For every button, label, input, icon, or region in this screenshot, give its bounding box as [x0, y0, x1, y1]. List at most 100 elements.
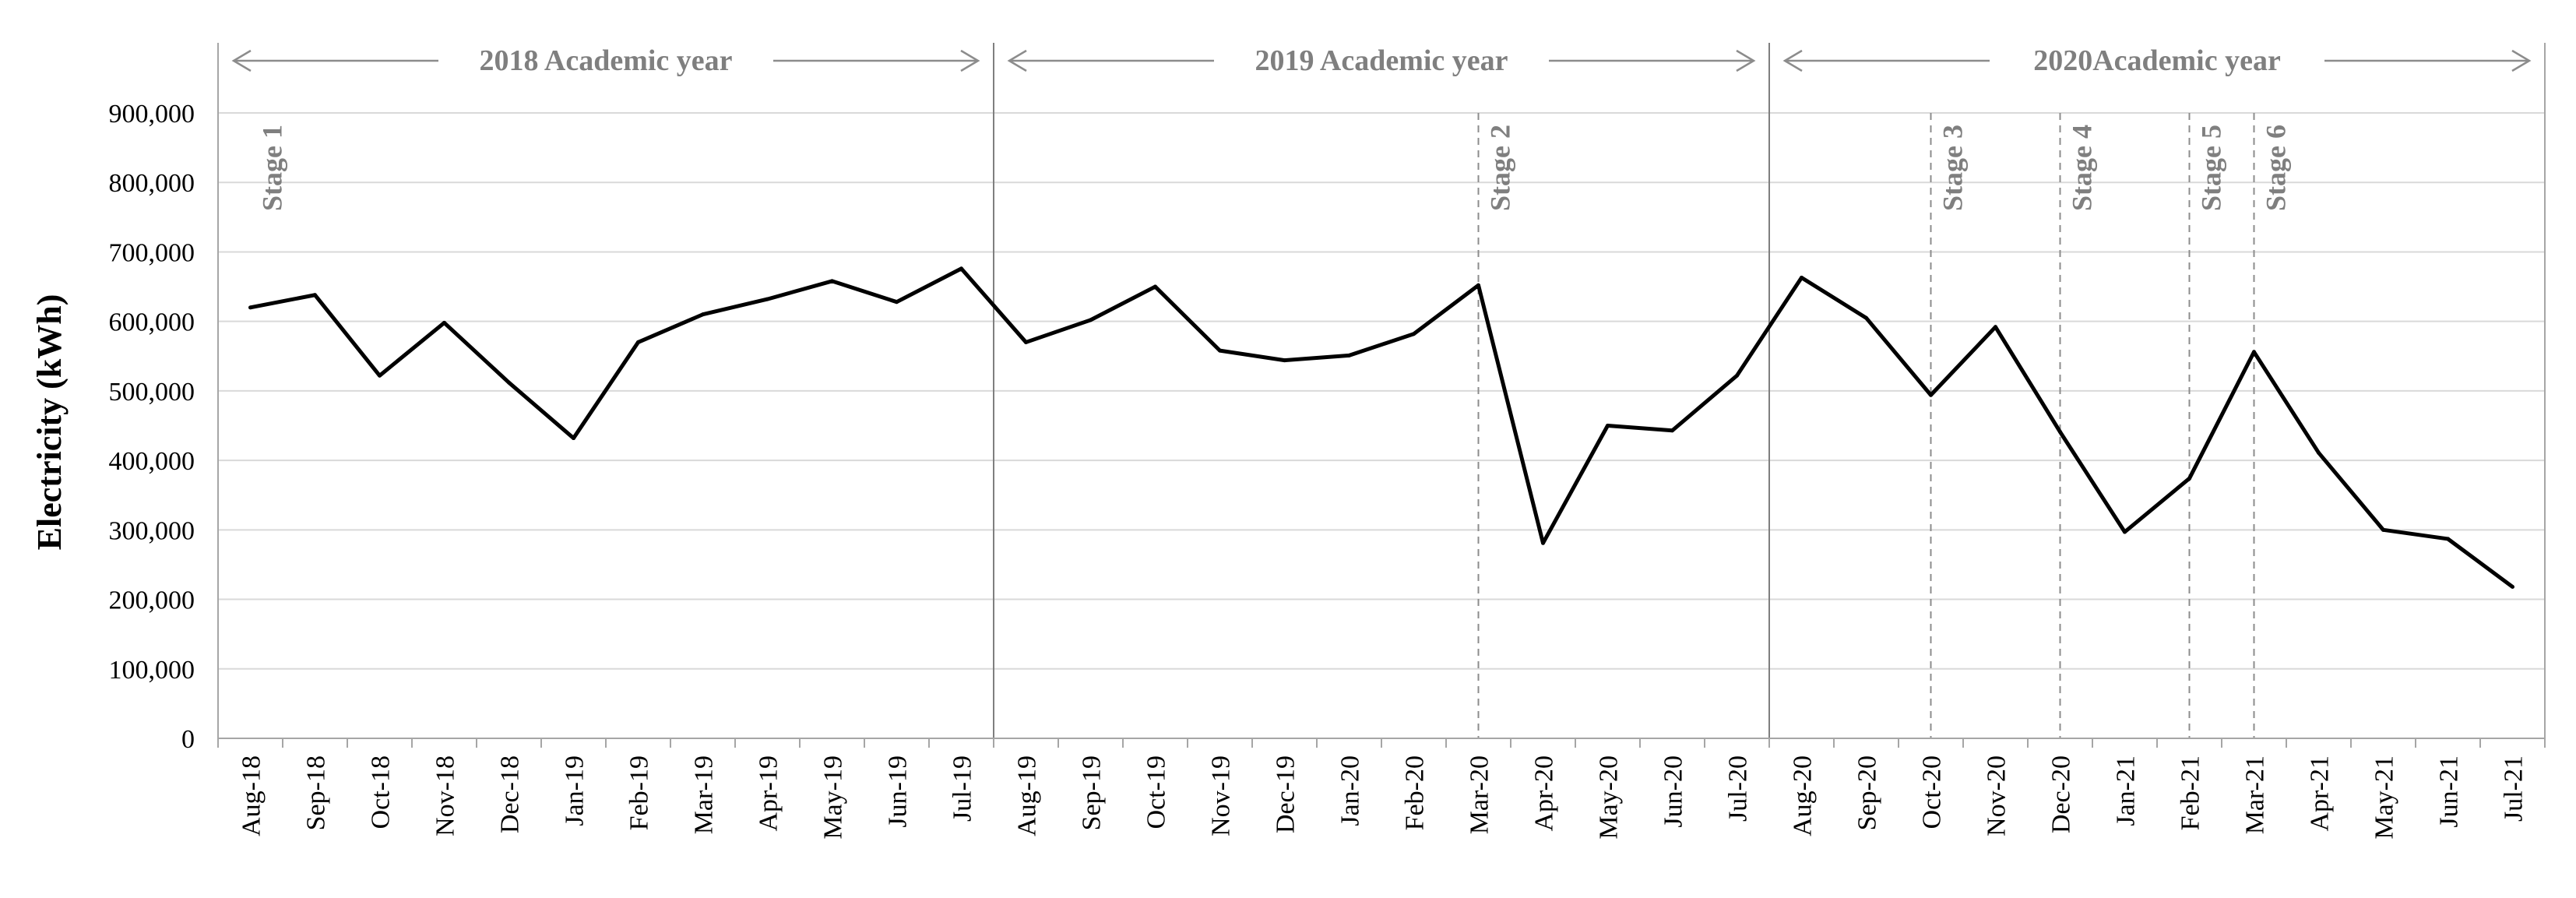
stage-label: Stage 3 [1937, 125, 1969, 211]
y-tick-label: 600,000 [109, 308, 195, 337]
x-tick-label: Feb-19 [625, 755, 654, 830]
x-tick-label: Dec-18 [496, 755, 525, 833]
x-tick-label: Jan-21 [2112, 755, 2141, 826]
x-tick-label: Mar-20 [1466, 755, 1494, 834]
x-tick-label: Apr-21 [2306, 755, 2335, 832]
x-tick-label: Jun-20 [1659, 755, 1688, 828]
y-tick-label: 800,000 [109, 169, 195, 198]
y-tick-labels: 0 100,000 200,000 300,000 400,000 500,000 600,… [109, 100, 195, 754]
year-arrowhead-right [960, 49, 980, 72]
data-point [378, 373, 382, 378]
data-point [1929, 393, 1933, 397]
data-point [2446, 537, 2450, 541]
x-tick-label: Oct-18 [367, 755, 396, 829]
stage-label: Stage 5 [2196, 125, 2227, 211]
data-point [1670, 428, 1674, 433]
x-tick-label: Jul-20 [1724, 755, 1753, 822]
data-point [1283, 358, 1286, 363]
data-point [830, 279, 834, 283]
y-axis-label: Electricity (kWh) [30, 294, 69, 551]
x-tick-label: Nov-20 [1983, 755, 2011, 836]
y-tick-label: 700,000 [109, 238, 195, 267]
x-tick-label: Apr-19 [755, 755, 783, 832]
x-tick-label: Sep-20 [1853, 755, 1882, 830]
y-tick-label: 300,000 [109, 516, 195, 545]
x-tick-label: Mar-19 [690, 755, 719, 834]
data-point [572, 436, 575, 441]
data-point [1153, 284, 1157, 289]
year-arrowhead-left [231, 49, 252, 72]
x-tick-label: Dec-19 [1272, 755, 1300, 833]
x-tick-label: Jan-20 [1336, 755, 1365, 826]
x-tick-label: Jun-19 [884, 755, 913, 828]
x-tick-label: Aug-19 [1013, 755, 1042, 836]
data-point [1735, 373, 1739, 378]
y-tick-label: 0 [181, 725, 195, 754]
stage-label: Stage 1 [257, 125, 288, 211]
x-tick-label: Aug-18 [238, 755, 266, 836]
data-point [2252, 350, 2256, 354]
year-arrowhead-right [2511, 49, 2532, 72]
x-tick-label: Oct-20 [1918, 755, 1947, 829]
academic-year-annotations: 2018 Academic year 2019 Academic year 2020… [231, 44, 2532, 77]
data-point [636, 340, 640, 344]
x-tick-label: Sep-19 [1078, 755, 1107, 830]
x-tick-label: Jan-19 [561, 755, 589, 826]
x-tick-labels: Aug-18 Sep-18 Oct-18 Nov-18 Dec-18 Jan-19 Feb-… [238, 755, 2528, 840]
academic-year-label: 2019 Academic year [1255, 44, 1508, 77]
x-tick-label: Aug-20 [1789, 755, 1818, 836]
data-point [248, 305, 252, 310]
data-point [1864, 315, 1868, 320]
data-point [1218, 348, 1222, 353]
y-tick-label: 500,000 [109, 378, 195, 407]
data-point [1476, 283, 1480, 287]
x-tick-label: Jul-21 [2500, 755, 2528, 822]
x-tick-label: Jul-19 [948, 755, 977, 822]
data-point [507, 380, 511, 385]
series-group [248, 266, 2514, 589]
data-point [701, 312, 705, 317]
x-tick-label: Dec-20 [2047, 755, 2076, 833]
data-point [2058, 430, 2062, 435]
y-tick-label: 400,000 [109, 447, 195, 476]
x-tick-label: Oct-19 [1142, 755, 1171, 829]
year-arrowhead-right [1736, 49, 1756, 72]
x-tick-label: Sep-18 [302, 755, 331, 830]
stage-label: Stage 6 [2261, 125, 2292, 211]
data-point [2381, 527, 2385, 532]
data-point [765, 297, 769, 301]
data-point [442, 320, 446, 325]
y-tick-label: 100,000 [109, 656, 195, 685]
x-tick-label: Jun-21 [2435, 755, 2464, 828]
data-point [1606, 424, 1610, 428]
data-point [959, 266, 963, 271]
x-tick-label: Feb-21 [2177, 755, 2205, 830]
x-tick-label: Feb-20 [1401, 755, 1430, 830]
data-point [1024, 340, 1028, 344]
stage-lines [1477, 113, 2255, 738]
data-point [1541, 541, 1545, 545]
axes [217, 43, 2546, 748]
x-tick-label: Nov-19 [1207, 755, 1236, 836]
data-point [1800, 275, 1804, 280]
data-point [2317, 450, 2321, 455]
data-point [2123, 530, 2127, 534]
academic-year-label: 2018 Academic year [479, 44, 732, 77]
data-point [2187, 476, 2191, 481]
academic-year-label: 2020Academic year [2033, 44, 2281, 77]
electricity-series-line [250, 266, 2514, 589]
y-tick-label: 900,000 [109, 100, 195, 129]
data-point [1347, 353, 1351, 357]
x-tick-label: Nov-18 [431, 755, 460, 836]
stage-labels: Stage 1 Stage 2 Stage 3 Stage 4 Stage 5 Stage… [257, 125, 2292, 211]
x-tick-label: Apr-20 [1530, 755, 1559, 832]
stage-label: Stage 2 [1485, 125, 1516, 211]
x-tick-label: Mar-21 [2241, 755, 2270, 834]
y-tick-label: 200,000 [109, 586, 195, 615]
year-arrowhead-left [1007, 49, 1027, 72]
x-tick-label: May-20 [1595, 755, 1624, 840]
data-point [1994, 325, 1997, 329]
data-point [895, 300, 899, 305]
